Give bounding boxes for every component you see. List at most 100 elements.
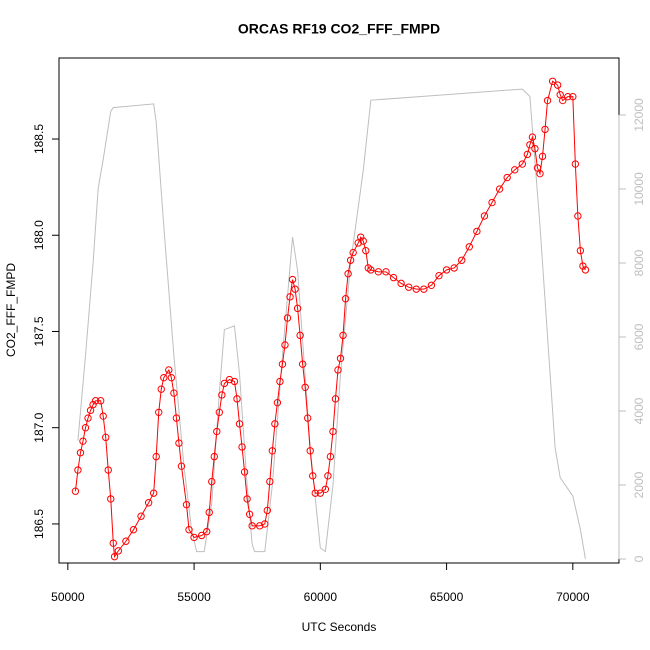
data-point xyxy=(548,77,557,85)
data-point xyxy=(84,414,92,422)
data-point xyxy=(170,389,178,397)
data-point xyxy=(102,433,110,442)
data-point xyxy=(220,379,229,388)
data-point xyxy=(79,437,87,445)
data-point xyxy=(230,377,239,386)
data-point xyxy=(205,508,213,517)
data-point xyxy=(511,166,519,174)
data-point xyxy=(225,375,234,384)
data-point xyxy=(278,360,287,368)
data-point xyxy=(531,144,539,153)
data-point xyxy=(324,472,332,480)
data-point xyxy=(326,452,335,461)
data-point xyxy=(129,526,138,534)
data-point xyxy=(329,427,337,436)
data-point xyxy=(293,304,302,313)
data-point xyxy=(309,472,317,480)
data-point xyxy=(245,510,254,519)
y2-tick-label: 10000 xyxy=(632,172,646,206)
data-point xyxy=(74,466,82,474)
data-point xyxy=(341,295,350,303)
data-point xyxy=(268,447,277,455)
data-point xyxy=(298,360,307,368)
y2-tick-label: 2000 xyxy=(632,471,646,498)
data-point xyxy=(213,427,221,436)
x-tick-label: 60000 xyxy=(304,590,338,604)
data-point xyxy=(357,233,365,241)
data-point xyxy=(157,385,165,393)
y2-tick-label: 12000 xyxy=(632,98,646,132)
data-point xyxy=(256,522,264,530)
data-point xyxy=(442,266,451,274)
y-tick-label: 188.5 xyxy=(32,124,46,154)
data-point xyxy=(374,268,383,276)
data-point xyxy=(538,152,547,161)
data-point xyxy=(271,420,279,428)
data-point xyxy=(316,489,325,497)
y-tick-label: 187.5 xyxy=(32,316,46,346)
data-point xyxy=(71,487,80,495)
data-point xyxy=(109,539,117,547)
data-point xyxy=(536,169,544,178)
data-point xyxy=(291,285,299,293)
data-point xyxy=(76,449,85,457)
data-point xyxy=(167,373,176,382)
data-point xyxy=(523,150,532,159)
data-point xyxy=(155,408,163,417)
data-point xyxy=(240,468,249,476)
data-point xyxy=(96,397,105,405)
data-point xyxy=(427,281,436,289)
data-point xyxy=(261,520,269,528)
data-point xyxy=(382,268,390,276)
data-point xyxy=(344,270,352,278)
data-point xyxy=(480,212,489,220)
data-point xyxy=(465,243,473,251)
data-point xyxy=(114,547,123,555)
data-point xyxy=(435,271,443,280)
data-point xyxy=(235,420,244,428)
data-point xyxy=(190,533,198,542)
data-point xyxy=(286,293,294,301)
x-tick-label: 70000 xyxy=(556,590,590,604)
data-point xyxy=(569,92,577,101)
data-point xyxy=(503,173,511,182)
series-line xyxy=(77,88,586,560)
data-point xyxy=(331,395,340,403)
data-point xyxy=(346,256,355,264)
x-tick-label: 55000 xyxy=(177,590,211,604)
data-point xyxy=(405,283,413,291)
y2-tick-label: 0 xyxy=(632,555,646,562)
data-point xyxy=(273,398,282,407)
data-point xyxy=(104,466,112,474)
data-point xyxy=(571,160,580,168)
data-point xyxy=(301,383,309,391)
data-point xyxy=(576,246,585,255)
data-point xyxy=(367,266,375,274)
data-point xyxy=(218,391,226,399)
data-point xyxy=(172,414,181,422)
data-point xyxy=(397,279,405,288)
data-point xyxy=(336,354,345,363)
series-line xyxy=(74,80,586,559)
data-point xyxy=(450,264,458,272)
data-point xyxy=(334,366,342,374)
data-point xyxy=(296,331,304,340)
data-point xyxy=(543,96,552,105)
data-point xyxy=(266,477,274,486)
data-point xyxy=(541,125,549,134)
y2-tick-label: 6000 xyxy=(632,323,646,350)
data-point xyxy=(321,485,330,493)
data-point xyxy=(574,212,582,220)
data-point xyxy=(458,256,466,264)
data-point xyxy=(564,92,572,101)
data-point xyxy=(306,447,314,455)
data-point xyxy=(488,198,496,207)
data-point xyxy=(526,141,534,149)
data-point xyxy=(110,552,119,561)
data-point xyxy=(107,495,115,503)
y-axis-label: CO2_FFF_FMPD xyxy=(4,263,18,357)
data-point xyxy=(495,185,504,193)
y-tick-label: 186.5 xyxy=(32,509,46,539)
y-tick-label: 188.0 xyxy=(32,220,46,250)
